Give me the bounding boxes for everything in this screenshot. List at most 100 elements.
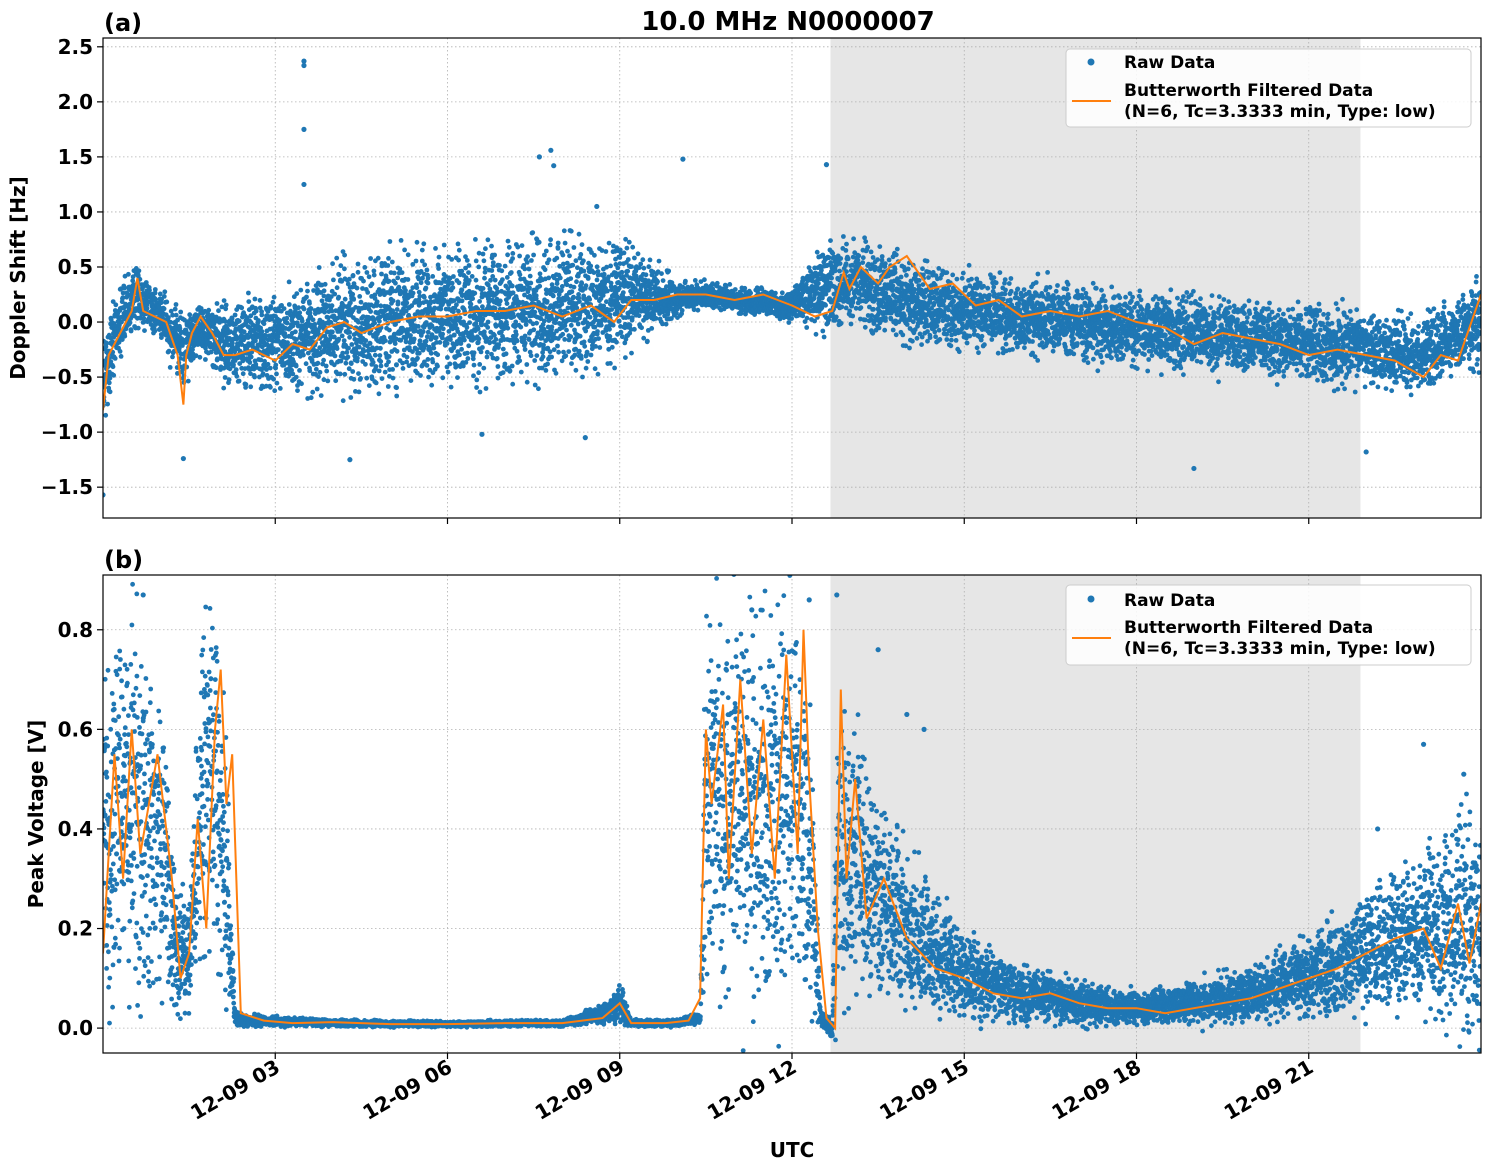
raw-point bbox=[252, 296, 258, 302]
raw-point bbox=[314, 386, 320, 392]
raw-point bbox=[456, 247, 462, 253]
raw-point bbox=[385, 384, 391, 389]
raw-point bbox=[695, 307, 701, 313]
raw-point bbox=[299, 318, 305, 324]
raw-point bbox=[528, 280, 534, 286]
raw-point bbox=[429, 382, 435, 388]
raw-point bbox=[441, 242, 447, 248]
raw-point bbox=[223, 306, 229, 312]
raw-point bbox=[576, 348, 582, 354]
raw-point bbox=[373, 380, 379, 386]
raw-point bbox=[341, 338, 347, 343]
raw-point bbox=[653, 316, 659, 321]
raw-point bbox=[607, 334, 613, 339]
raw-point bbox=[142, 328, 147, 333]
raw-point bbox=[465, 356, 471, 361]
raw-point bbox=[816, 281, 821, 286]
raw-point bbox=[367, 341, 373, 346]
raw-point bbox=[567, 253, 572, 259]
raw-point bbox=[371, 268, 377, 274]
raw-point bbox=[714, 280, 720, 286]
raw-point bbox=[436, 266, 441, 271]
raw-point bbox=[354, 285, 360, 291]
raw-point bbox=[588, 352, 594, 358]
raw-point bbox=[346, 276, 352, 282]
raw-point bbox=[295, 388, 300, 393]
raw-point bbox=[549, 324, 555, 330]
raw-point bbox=[315, 360, 321, 366]
raw-point bbox=[655, 279, 660, 285]
raw-point bbox=[273, 362, 279, 368]
raw-point bbox=[363, 361, 368, 367]
raw-point bbox=[505, 238, 511, 244]
raw-point bbox=[306, 330, 311, 336]
raw-point bbox=[490, 260, 496, 265]
raw-point bbox=[656, 258, 662, 264]
raw-point bbox=[476, 370, 482, 376]
raw-point bbox=[248, 313, 254, 319]
raw-point bbox=[548, 237, 553, 243]
raw-point bbox=[444, 341, 450, 346]
raw-point bbox=[197, 354, 203, 360]
raw-point bbox=[303, 361, 309, 367]
raw-point bbox=[568, 334, 574, 340]
raw-point bbox=[544, 299, 550, 304]
raw-point bbox=[422, 262, 428, 268]
raw-point bbox=[526, 337, 532, 342]
raw-point bbox=[692, 278, 698, 283]
raw-point bbox=[161, 306, 167, 312]
raw-point bbox=[431, 345, 437, 351]
raw-point bbox=[334, 285, 340, 291]
raw-point bbox=[107, 375, 113, 381]
raw-point bbox=[127, 320, 133, 326]
raw-point bbox=[358, 376, 363, 381]
raw-point bbox=[500, 346, 506, 352]
raw-point bbox=[135, 325, 141, 331]
raw-point bbox=[187, 312, 193, 318]
raw-point bbox=[229, 316, 235, 321]
raw-point bbox=[144, 306, 150, 311]
raw-point bbox=[440, 375, 446, 381]
raw-point bbox=[560, 252, 566, 258]
raw-point bbox=[577, 333, 583, 339]
raw-point bbox=[232, 312, 238, 318]
raw-point bbox=[268, 304, 274, 309]
raw-point bbox=[366, 274, 372, 280]
raw-point bbox=[636, 313, 642, 319]
raw-point bbox=[349, 342, 355, 347]
raw-point bbox=[122, 333, 128, 339]
raw-point bbox=[592, 366, 598, 372]
raw-point bbox=[474, 377, 480, 383]
raw-point bbox=[594, 264, 600, 270]
raw-point bbox=[294, 291, 300, 296]
raw-point bbox=[376, 368, 382, 374]
raw-point bbox=[575, 321, 581, 327]
raw-point bbox=[850, 313, 856, 319]
raw-point bbox=[581, 268, 587, 274]
raw-point bbox=[364, 270, 370, 275]
raw-point bbox=[323, 363, 329, 369]
raw-point bbox=[203, 345, 208, 351]
raw-point bbox=[608, 361, 613, 366]
raw-point bbox=[773, 290, 778, 296]
raw-point bbox=[203, 357, 208, 362]
raw-point bbox=[206, 307, 212, 313]
raw-point bbox=[503, 351, 509, 357]
raw-point bbox=[663, 321, 669, 327]
raw-point bbox=[286, 302, 292, 307]
raw-point bbox=[627, 322, 633, 328]
raw-point bbox=[416, 324, 421, 329]
raw-point bbox=[612, 365, 617, 371]
raw-point bbox=[522, 266, 528, 272]
raw-point bbox=[418, 373, 423, 378]
raw-point bbox=[473, 258, 479, 264]
raw-point bbox=[483, 246, 488, 252]
raw-point bbox=[219, 304, 225, 310]
raw-point bbox=[440, 326, 446, 332]
raw-point bbox=[550, 293, 556, 299]
raw-point bbox=[571, 294, 576, 300]
raw-point bbox=[390, 375, 396, 381]
raw-point bbox=[166, 348, 172, 354]
raw-point bbox=[286, 279, 292, 285]
raw-point bbox=[468, 301, 474, 307]
